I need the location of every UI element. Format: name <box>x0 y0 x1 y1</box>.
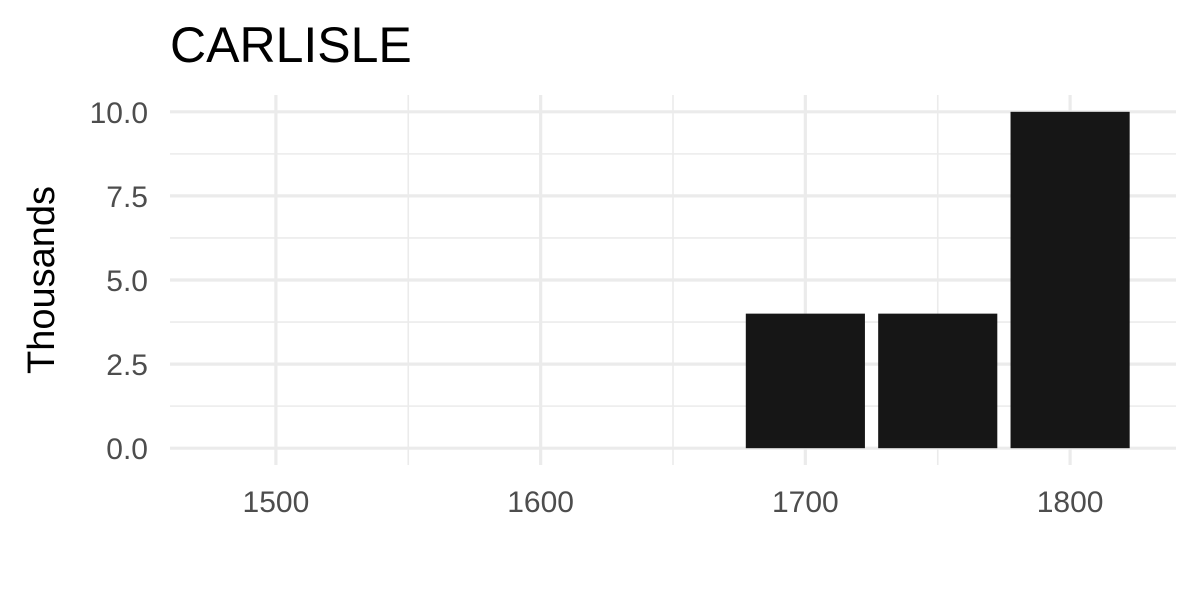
x-tick-labels: 1500 1600 1700 1800 <box>243 486 1104 519</box>
bars <box>745 111 1130 449</box>
chart-title: CARLISLE <box>170 17 412 73</box>
y-tick-label: 0.0 <box>106 433 148 466</box>
bar <box>878 313 998 449</box>
y-tick-label: 5.0 <box>106 265 148 298</box>
bar <box>1010 111 1130 449</box>
y-tick-label: 7.5 <box>106 181 148 214</box>
x-tick-label: 1700 <box>772 486 839 519</box>
y-tick-label: 10.0 <box>90 97 148 130</box>
gridlines <box>170 95 1176 465</box>
bar <box>745 313 865 449</box>
x-tick-label: 1500 <box>243 486 310 519</box>
y-tick-label: 2.5 <box>106 349 148 382</box>
x-tick-label: 1800 <box>1037 486 1104 519</box>
x-tick-label: 1600 <box>507 486 574 519</box>
y-axis-label: Thousands <box>21 186 63 374</box>
y-tick-labels: 0.0 2.5 5.0 7.5 10.0 <box>90 97 148 466</box>
